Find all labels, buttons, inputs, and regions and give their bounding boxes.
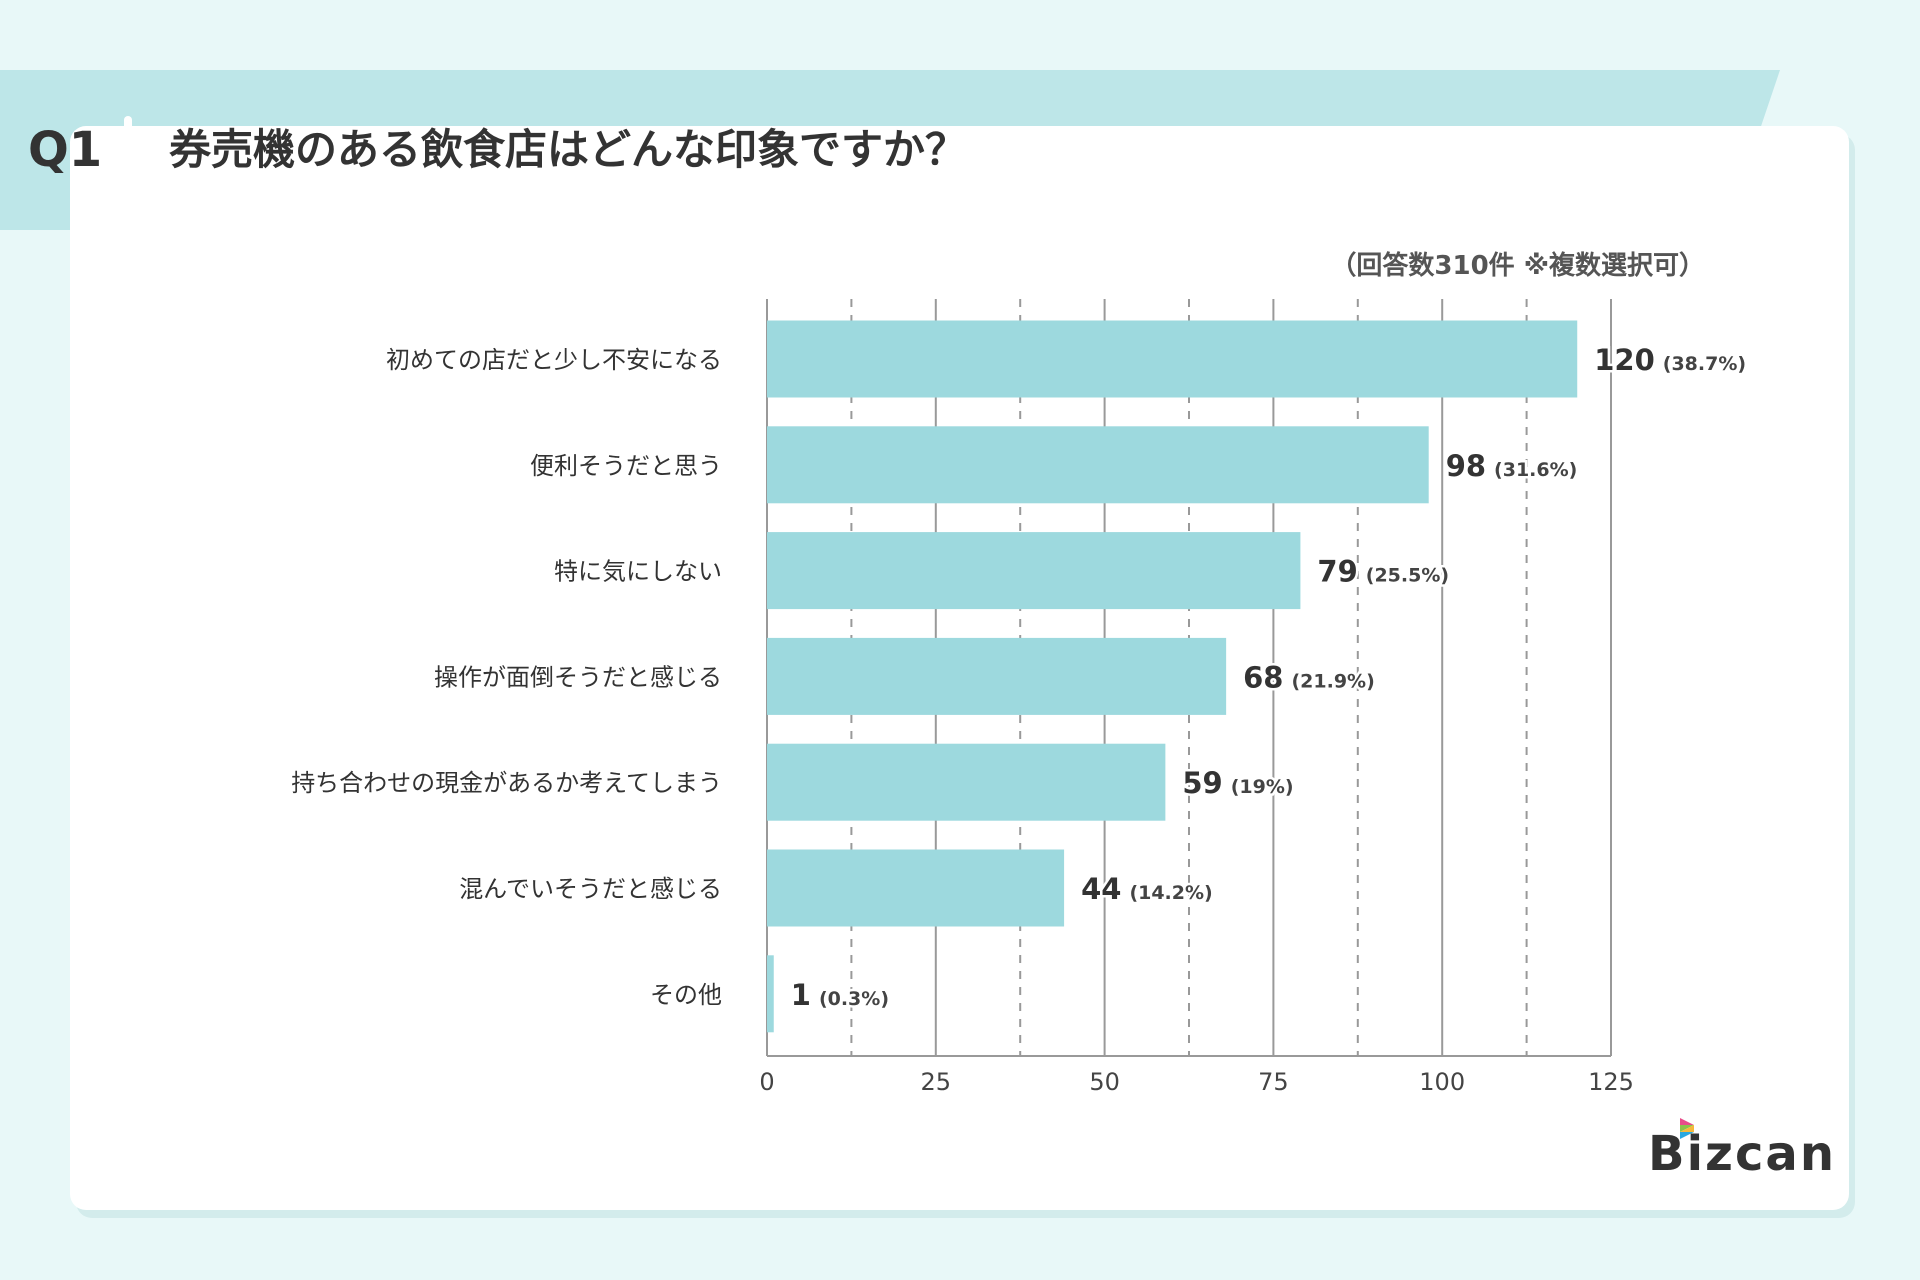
percent-label: (25.5%): [1366, 565, 1449, 587]
percent-label: (19%): [1231, 776, 1294, 798]
category-label: 混んでいそうだと感じる: [459, 875, 722, 903]
question-number: Q1: [28, 122, 103, 178]
category-label: 便利そうだと思う: [530, 452, 722, 480]
value-label: 68 (21.9%): [1243, 660, 1375, 694]
category-label: 持ち合わせの現金があるか考えてしまう: [291, 769, 722, 797]
x-tick-label: 100: [1419, 1068, 1465, 1096]
bizcan-logo: Bizcan: [1648, 1118, 1834, 1182]
x-tick-label: 0: [759, 1068, 774, 1096]
value-label: 98 (31.6%): [1446, 449, 1578, 483]
bar: [767, 426, 1429, 504]
bar: [767, 532, 1301, 610]
value-label: 1 (0.3%): [791, 978, 889, 1012]
percent-label: (21.9%): [1291, 670, 1374, 692]
value-label: 59 (19%): [1182, 766, 1293, 800]
logo-text: Bizcan: [1648, 1126, 1836, 1182]
category-label: 初めての店だと少し不安になる: [386, 346, 722, 374]
percent-label: (14.2%): [1129, 882, 1212, 904]
percent-label: (0.3%): [819, 988, 889, 1010]
x-tick-label: 75: [1258, 1068, 1289, 1096]
bar: [767, 955, 774, 1033]
bar: [767, 849, 1065, 927]
percent-label: (38.7%): [1663, 353, 1746, 375]
x-tick-label: 25: [921, 1068, 952, 1096]
category-label: その他: [650, 981, 722, 1009]
bar: [767, 637, 1227, 715]
percent-label: (31.6%): [1494, 459, 1577, 481]
value-label: 120 (38.7%): [1594, 343, 1746, 377]
category-label: 特に気にしない: [554, 558, 722, 586]
logo-mark-icon: [1680, 1118, 1694, 1139]
x-tick-label: 125: [1588, 1068, 1634, 1096]
bar: [767, 743, 1166, 821]
category-label: 操作が面倒そうだと感じる: [434, 663, 722, 691]
value-label: 79 (25.5%): [1317, 555, 1449, 589]
value-label: 44 (14.2%): [1081, 872, 1213, 906]
page-title: 券売機のある飲食店はどんな印象ですか？: [169, 125, 968, 174]
divider: [124, 116, 132, 230]
response-note: （回答数310件 ※複数選択可）: [1330, 251, 1705, 281]
x-tick-label: 50: [1089, 1068, 1120, 1096]
bar: [767, 320, 1578, 398]
